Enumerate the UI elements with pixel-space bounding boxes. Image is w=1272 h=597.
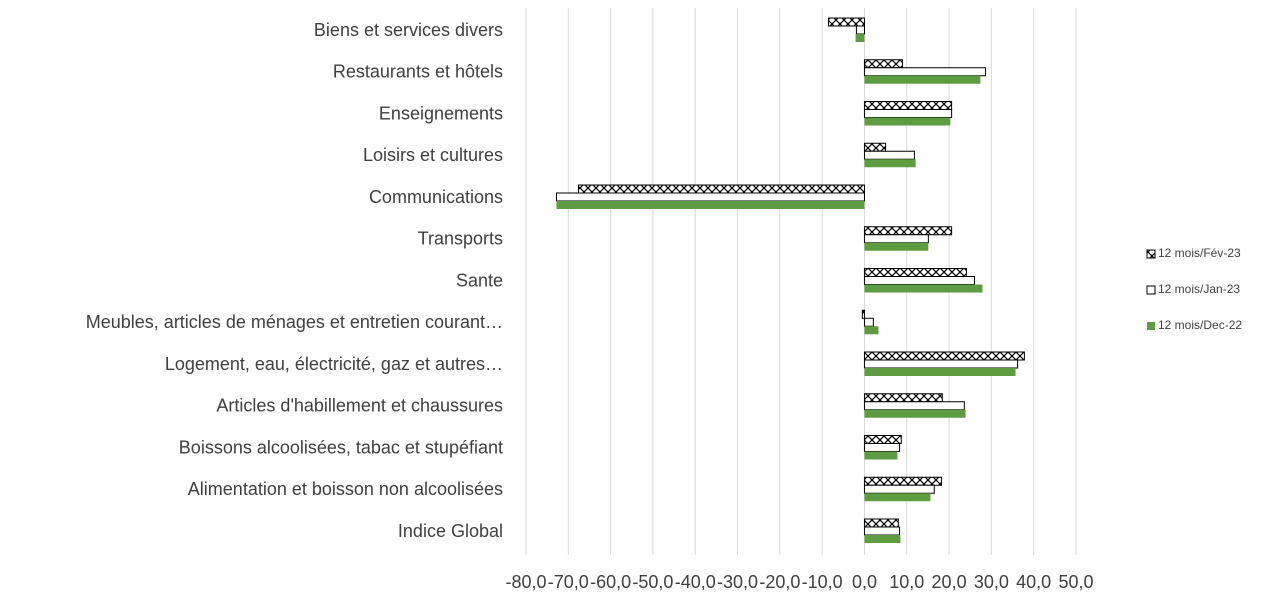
category-label: Restaurants et hôtels	[333, 62, 503, 82]
bar	[577, 184, 865, 194]
bar	[863, 518, 899, 528]
bar	[864, 493, 931, 502]
x-tick-label: -60,0	[590, 572, 631, 592]
bar	[863, 109, 953, 118]
bar	[864, 326, 879, 335]
bar	[863, 526, 901, 536]
legend-swatch	[1146, 249, 1156, 259]
legend-swatch	[1146, 285, 1156, 295]
bar	[855, 25, 865, 35]
x-tick-label: -70,0	[548, 572, 589, 592]
x-tick-label: -50,0	[632, 572, 673, 592]
bar	[864, 284, 983, 293]
bar	[863, 317, 874, 327]
category-label: Logement, eau, électricité, gaz et autre…	[165, 354, 503, 374]
x-tick-label: 20,0	[932, 572, 967, 592]
bar	[863, 59, 904, 69]
x-tick-label: 40,0	[1016, 572, 1051, 592]
bar	[556, 201, 865, 209]
legend-label: 12 mois/Dec-22	[1158, 318, 1242, 332]
bar	[864, 451, 898, 460]
category-label: Enseignements	[379, 103, 503, 123]
legend-label: 12 mois/Jan-23	[1158, 282, 1240, 296]
bar	[863, 476, 942, 486]
bar	[863, 101, 953, 110]
bar	[863, 443, 901, 452]
bar	[863, 150, 915, 160]
category-label: Biens et services divers	[314, 20, 503, 40]
x-tick-label: -80,0	[505, 572, 546, 592]
bar	[863, 401, 965, 411]
bar	[863, 393, 943, 403]
x-tick-label: 50,0	[1058, 572, 1093, 592]
legend-swatch	[1147, 322, 1155, 330]
category-label: Communications	[369, 187, 503, 207]
bar	[828, 17, 865, 27]
category-label: Boissons alcoolisées, tabac et stupéfian…	[179, 437, 503, 457]
bar	[864, 242, 929, 251]
bar	[863, 142, 887, 152]
bar	[863, 226, 953, 236]
category-label: Transports	[418, 229, 503, 249]
bar	[861, 309, 865, 319]
category-label: Meubles, articles de ménages et entretie…	[86, 312, 503, 332]
bar	[863, 276, 975, 285]
bar	[863, 484, 935, 494]
bar	[863, 435, 902, 444]
category-label: Sante	[456, 270, 503, 290]
x-tick-label: -10,0	[802, 572, 843, 592]
bar	[864, 117, 951, 126]
bar	[864, 75, 981, 84]
bar	[863, 359, 1019, 369]
x-tick-label: 10,0	[889, 572, 924, 592]
x-tick-label: -40,0	[675, 572, 716, 592]
category-label: Indice Global	[398, 521, 503, 541]
bar	[863, 268, 967, 277]
bar	[864, 535, 901, 543]
category-label: Loisirs et cultures	[363, 145, 503, 165]
x-tick-label: 30,0	[974, 572, 1009, 592]
x-tick-label: -20,0	[759, 572, 800, 592]
bar	[864, 159, 916, 168]
bar	[864, 368, 1016, 376]
bar	[555, 192, 865, 202]
legend-label: 12 mois/Fév-23	[1158, 246, 1241, 260]
bar	[863, 67, 986, 77]
category-label: Articles d'habillement et chaussures	[216, 396, 503, 416]
bar	[864, 409, 966, 418]
bar	[855, 34, 865, 42]
x-tick-label: 0,0	[852, 572, 877, 592]
bar	[863, 351, 1025, 361]
x-tick-label: -30,0	[717, 572, 758, 592]
category-label: Alimentation et boisson non alcoolisées	[188, 479, 503, 499]
bar	[863, 234, 929, 244]
